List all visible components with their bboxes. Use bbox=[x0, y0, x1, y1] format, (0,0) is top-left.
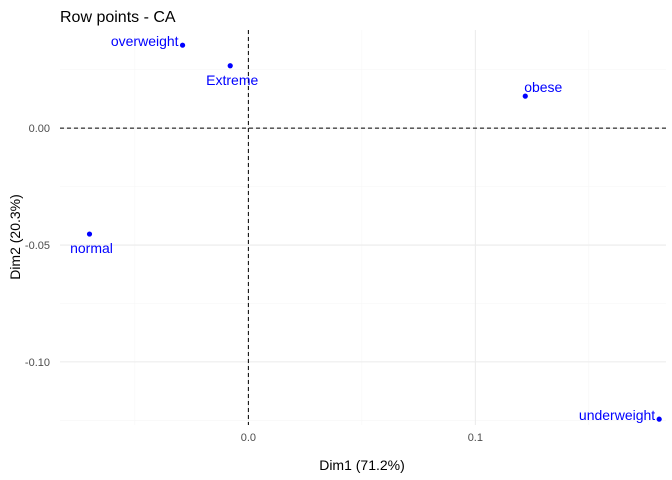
grid-lines bbox=[60, 30, 666, 425]
point-label-underweight: underweight bbox=[579, 407, 655, 423]
y-axis-title: Dim2 (20.3%) bbox=[7, 194, 23, 280]
point-labels: overweight Extreme obese normal underweight bbox=[70, 33, 655, 423]
point-underweight bbox=[656, 416, 662, 422]
x-axis-title: Dim1 (71.2%) bbox=[319, 457, 405, 473]
point-label-Extreme: Extreme bbox=[206, 72, 258, 88]
y-tick-label: -0.05 bbox=[25, 240, 50, 252]
y-tick-label: 0.00 bbox=[29, 123, 50, 135]
point-label-overweight: overweight bbox=[111, 33, 179, 49]
point-obese bbox=[522, 93, 528, 99]
reference-lines bbox=[60, 30, 666, 425]
x-tick-label: 0.1 bbox=[468, 432, 483, 444]
tick-labels: 0.0 0.1 0.00 -0.05 -0.10 bbox=[25, 123, 483, 444]
chart-title: Row points - CA bbox=[60, 9, 176, 26]
y-tick-label: -0.10 bbox=[25, 357, 50, 369]
point-label-normal: normal bbox=[70, 240, 113, 256]
data-points bbox=[86, 42, 662, 422]
point-label-obese: obese bbox=[524, 79, 562, 95]
point-overweight bbox=[179, 42, 186, 48]
x-tick-label: 0.0 bbox=[241, 432, 256, 444]
point-normal bbox=[86, 231, 93, 237]
point-Extreme bbox=[227, 63, 233, 69]
